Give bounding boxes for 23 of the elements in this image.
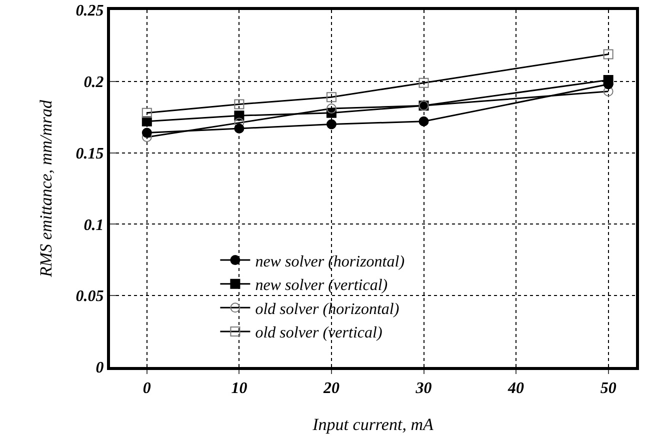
y-tick-label: 0.25 [76,2,104,20]
x-axis-title: Input current, mA [312,415,434,434]
legend-label: old solver (vertical) [255,324,382,342]
y-tick-label: 0.1 [84,216,104,234]
y-axis-title: RMS emittance, mm/mrad [36,99,56,278]
x-tick-label: 30 [414,380,432,398]
point [326,119,336,130]
x-tick-label: 50 [600,380,616,398]
x-tick-label: 40 [507,380,524,398]
x-tick-label: 10 [231,380,248,398]
point [418,116,429,126]
point [234,110,244,121]
y-tick-label: 0.05 [76,288,104,306]
y-tick-label: 0 [96,360,104,377]
point [234,124,244,134]
x-tick-label: 20 [322,380,340,398]
y-tick-label: 0.2 [84,74,104,91]
point [142,128,152,138]
legend-label: new solver (vertical) [255,277,388,294]
legend-label: old solver (horizontal) [255,300,400,318]
legend-label: new solver (horizontal) [255,253,405,270]
x-tick-label: 0 [142,380,151,398]
y-tick-label: 0.15 [76,145,104,162]
